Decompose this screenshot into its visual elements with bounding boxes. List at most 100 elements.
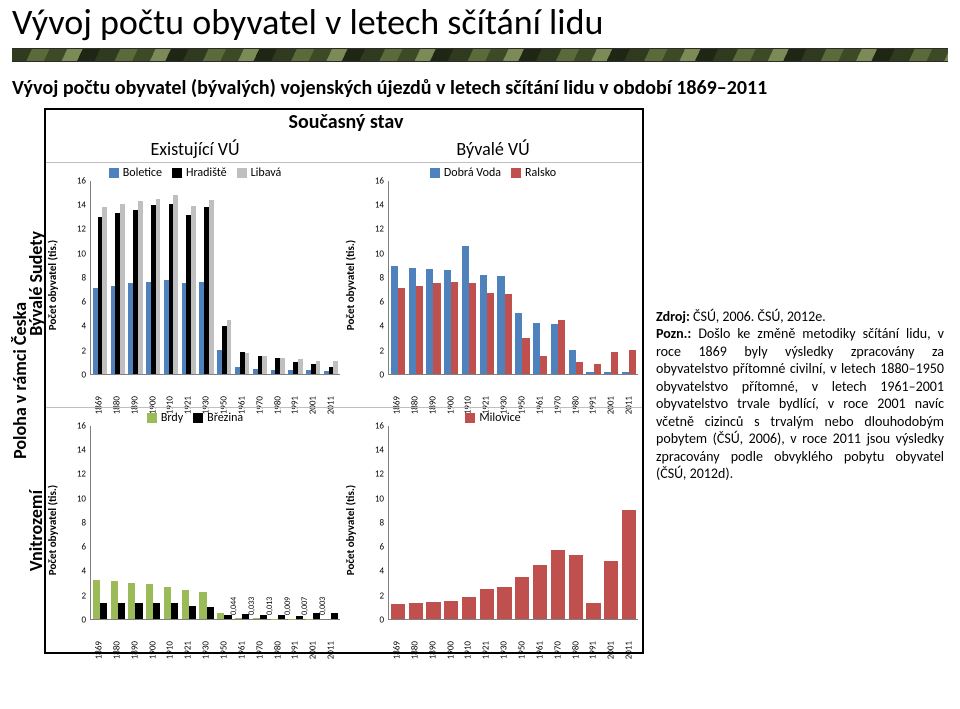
y-ticks: 0246810121416 [72,426,88,620]
bar-group [198,181,216,374]
chart-legend: BoleticeHradištěLibavá [50,165,340,181]
bar-group [496,181,514,374]
bar [118,603,125,619]
value-annotation: 0,033 [247,597,257,615]
bar [487,293,494,374]
bar [426,602,440,619]
bar-group [585,181,603,374]
bar [280,358,285,374]
bar [604,372,611,374]
bar [576,362,583,374]
plot-wrap: 02468101214160,0440,0330,0130,0090,0070,… [72,426,340,620]
y-tick: 8 [81,273,86,282]
chart-bottom-right: MilovicePočet obyvatel (tis.)02468101214… [344,407,642,652]
bar-group [162,181,180,374]
bar [173,195,178,374]
bar [398,288,405,374]
bar-group [127,426,145,619]
chart-grid: BoleticeHradištěLibaváPočet obyvatel (ti… [46,162,642,652]
bar-group [251,181,269,374]
bar [433,283,440,373]
bar-group [233,181,251,374]
bar [497,276,504,374]
bar [128,583,135,619]
bar-group [389,181,407,374]
y-tick: 4 [379,322,384,331]
source-label: Zdroj: [656,308,690,325]
x-tick: 1970 [255,641,264,659]
y-tick: 12 [77,470,86,479]
super-header: Současný stav [46,110,646,134]
bar-group [180,426,198,619]
x-tick: 1910 [464,641,473,659]
y-tick: 0 [379,370,384,379]
bar [416,286,423,374]
bar-group [269,181,287,374]
legend-swatch [430,168,440,178]
bar [515,577,529,619]
bar [569,555,583,619]
bar [207,607,214,619]
y-tick: 14 [77,446,86,455]
bar [224,615,231,619]
bar [245,353,250,374]
bar-group [216,426,234,619]
bar [611,352,618,374]
bar [622,372,629,374]
bar [480,275,487,374]
bar [586,372,593,374]
bar-group [602,426,620,619]
x-ticks: 1869188018901900191019211930195019611970… [90,375,340,407]
x-tick: 1930 [500,641,509,659]
bar [629,350,636,374]
bar [171,603,178,619]
bar-group [109,426,127,619]
bar [391,604,405,618]
chart-legend: Dobrá VodaRalsko [348,165,638,181]
row-labels: Poloha v rámci Česka Bývalé Sudety Vnitr… [12,108,44,654]
slide: Vývoj počtu obyvatel v letech sčítání li… [0,0,960,709]
x-tick: 1900 [446,641,455,659]
y-tick: 16 [375,421,384,430]
bar [462,246,469,374]
value-annotation: 0,007 [300,597,310,615]
bar-group [322,426,340,619]
chart-legend: BrdyBřezina [50,410,340,426]
bars-layer [389,181,638,374]
y-tick: 0 [379,615,384,624]
bar [182,590,189,619]
y-tick: 2 [81,591,86,600]
bar-group [304,181,322,374]
bar-group [514,426,532,619]
x-tick: 1970 [553,641,562,659]
bar-group [460,181,478,374]
bar-group [442,426,460,619]
y-tick: 8 [81,518,86,527]
bar [409,603,423,619]
bar-group [442,181,460,374]
legend-label: Hradiště [186,166,227,180]
bar-group [567,181,585,374]
y-tick: 4 [379,567,384,576]
bar-group [389,426,407,619]
y-axis-label: Počet obyvatel (tis.) [344,485,357,575]
x-tick: 2011 [327,641,336,659]
bar-group [269,426,287,619]
bar [102,207,107,373]
plot-area [90,181,340,375]
plot-area [388,181,638,375]
bar [522,338,529,374]
bar [100,603,107,619]
legend-label: Boletice [123,166,162,180]
content-row: Poloha v rámci Česka Bývalé Sudety Vnitr… [12,108,948,654]
bar [111,581,118,618]
chart-top-left: BoleticeHradištěLibaváPočet obyvatel (ti… [46,162,344,407]
legend-label: Brdy [161,411,183,425]
bar [444,601,458,619]
x-tick: 2011 [625,641,634,659]
legend-item: Ralsko [511,166,556,180]
bar [533,323,540,374]
bar [462,597,476,619]
y-tick: 16 [375,176,384,185]
y-axis-label: Počet obyvatel (tis.) [46,485,59,575]
